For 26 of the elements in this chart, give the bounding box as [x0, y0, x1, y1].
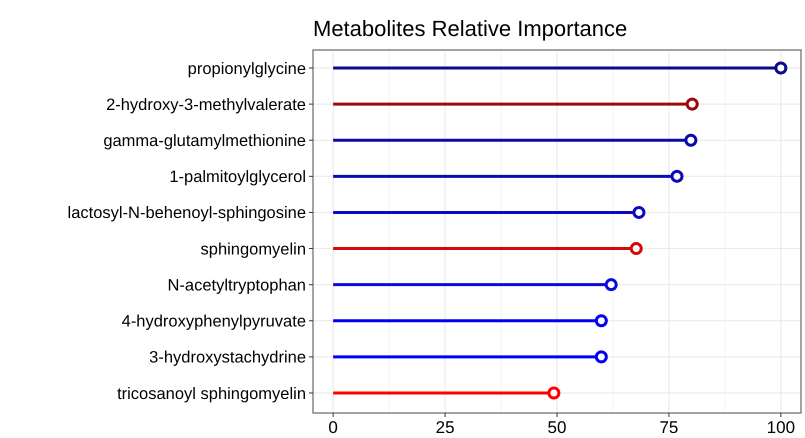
- y-tick-label: propionylglycine: [188, 60, 306, 78]
- y-tick-label: 3-hydroxystachydrine: [149, 348, 306, 367]
- point: [604, 278, 618, 292]
- point: [594, 350, 608, 364]
- point: [547, 386, 560, 400]
- point: [684, 134, 698, 147]
- y-tick-label: tricosanoyl sphingomyelin: [117, 384, 306, 403]
- x-tick-label: 0: [328, 418, 338, 437]
- y-tick-label: lactosyl-N-behenoyl-sphingosine: [68, 204, 306, 222]
- x-tick-label: 100: [766, 418, 796, 437]
- y-tick-label: 1-palmitoylglycerol: [169, 168, 306, 186]
- y-tick-label: sphingomyelin: [200, 240, 306, 258]
- y-tick-label: 4-hydroxyphenylpyruvate: [122, 312, 306, 331]
- x-tick-label: 25: [436, 418, 455, 437]
- x-tick-label: 75: [659, 418, 678, 437]
- x-tick-label: 50: [548, 418, 566, 437]
- y-tick-label: 2-hydroxy-3-methylvalerate: [106, 96, 306, 114]
- point: [594, 314, 608, 328]
- point: [686, 98, 699, 111]
- point: [632, 206, 646, 219]
- y-tick-label: N-acetyltryptophan: [168, 276, 306, 294]
- chart-title: Metabolites Relative Importance: [313, 16, 628, 41]
- point: [774, 62, 788, 74]
- point: [630, 242, 643, 256]
- point: [670, 170, 684, 183]
- y-tick-label: gamma-glutamylmethionine: [103, 132, 306, 150]
